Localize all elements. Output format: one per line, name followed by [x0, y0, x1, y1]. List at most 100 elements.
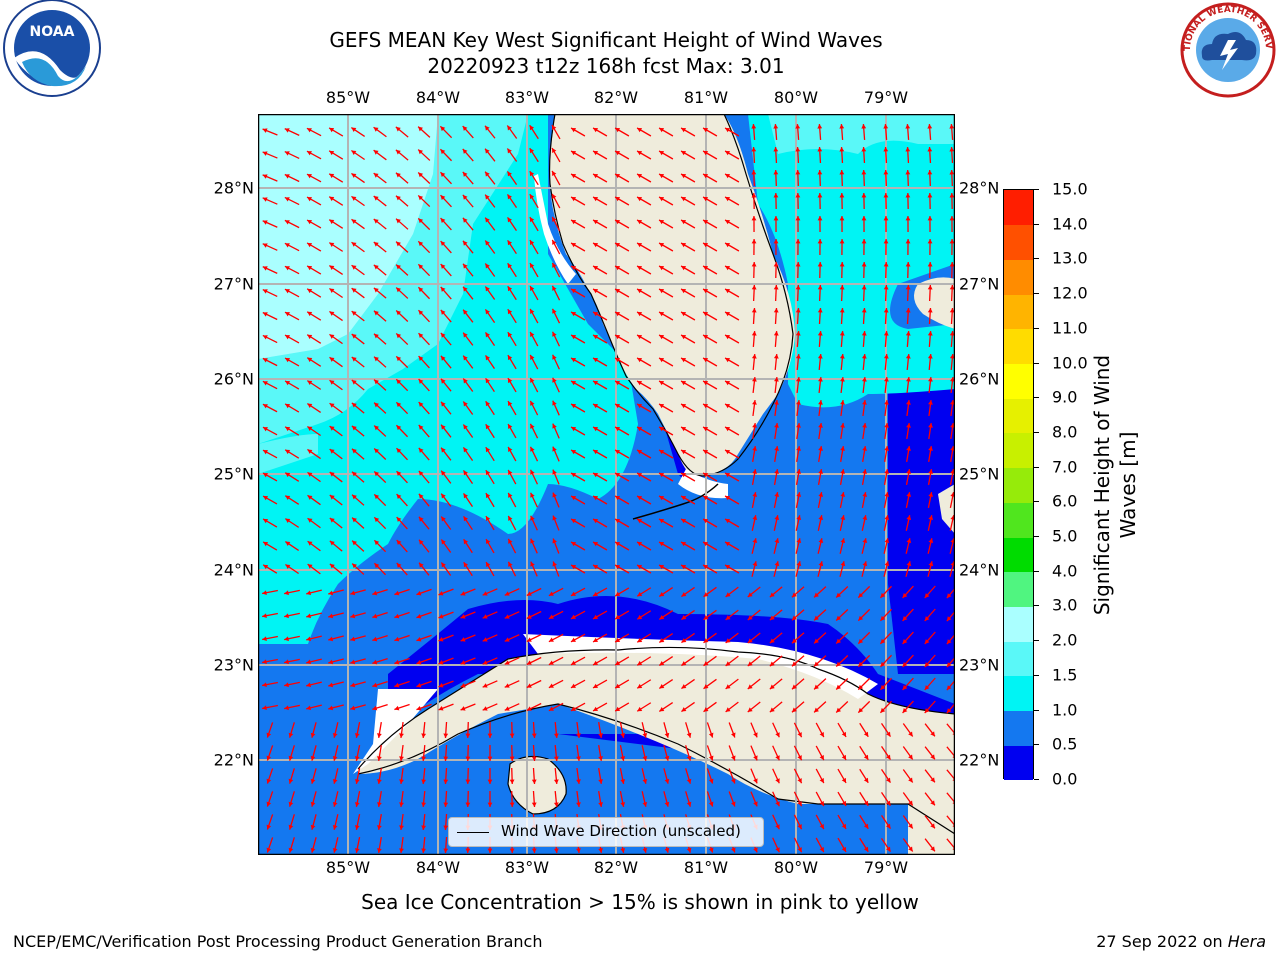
wind-wave-arrow — [817, 515, 824, 531]
wind-wave-arrow — [329, 471, 343, 483]
wind-wave-arrow — [485, 354, 495, 370]
wind-wave-arrow — [396, 562, 408, 576]
wind-wave-arrow — [680, 518, 696, 528]
wind-wave-arrow — [570, 265, 586, 275]
colorbar — [1003, 189, 1034, 781]
wind-wave-arrow — [706, 768, 714, 784]
wind-wave-arrow — [906, 399, 911, 417]
wind-wave-arrow — [751, 123, 757, 141]
wind-wave-arrow — [902, 792, 914, 806]
wind-wave-arrow — [835, 701, 849, 713]
wind-wave-arrow — [905, 330, 911, 348]
wind-wave-arrow — [598, 768, 603, 784]
wind-wave-arrow — [680, 334, 696, 344]
wind-wave-arrow — [350, 589, 366, 596]
wind-wave-arrow — [883, 261, 889, 279]
wind-wave-arrow — [949, 192, 955, 210]
colorbar-tick-label: 15.0 — [1052, 179, 1088, 199]
wind-wave-arrow — [680, 449, 696, 459]
wind-wave-arrow — [530, 538, 538, 554]
bahamas-island — [938, 484, 955, 534]
wind-wave-arrow — [906, 446, 911, 462]
wind-wave-arrow — [793, 837, 803, 853]
wind-wave-arrow — [507, 239, 517, 255]
wind-wave-arrows — [262, 123, 955, 854]
wind-wave-arrow — [351, 517, 365, 529]
wind-wave-arrow — [835, 632, 849, 644]
wind-wave-arrow — [262, 472, 278, 482]
wind-wave-arrow — [724, 288, 740, 298]
colorbar-tick-label: 14.0 — [1052, 214, 1088, 234]
wind-wave-arrow — [266, 791, 274, 807]
wind-wave-arrow — [680, 564, 696, 574]
wind-wave-arrow — [636, 380, 652, 390]
wind-wave-arrow — [484, 148, 496, 162]
wind-wave-arrow — [262, 403, 278, 413]
wind-wave-arrow — [817, 238, 823, 256]
wind-wave-arrow — [396, 539, 408, 553]
wind-wave-arrow — [905, 538, 912, 554]
wind-wave-arrow — [791, 586, 805, 598]
wind-wave-arrow — [328, 150, 344, 160]
colorbar-segment — [1004, 710, 1033, 746]
wind-wave-arrow — [905, 192, 911, 210]
wind-wave-arrow — [614, 587, 630, 597]
wind-wave-arrow — [417, 286, 431, 300]
wind-wave-arrow — [262, 151, 278, 159]
colorbar-segment — [1004, 294, 1033, 330]
wind-wave-arrow — [636, 426, 652, 436]
wind-wave-arrow — [440, 539, 452, 553]
wind-wave-arrow — [373, 562, 387, 576]
wind-wave-arrow — [438, 703, 454, 711]
wind-wave-arrow — [551, 193, 561, 209]
wind-wave-arrow — [592, 472, 608, 482]
wind-wave-arrow — [328, 196, 344, 206]
wind-wave-arrow — [905, 123, 911, 141]
wind-wave-arrow — [750, 768, 758, 784]
wind-wave-arrow — [284, 495, 300, 505]
wind-wave-arrow — [592, 656, 608, 666]
wind-wave-arrow — [772, 745, 780, 761]
wind-wave-arrow — [310, 722, 317, 738]
wind-wave-arrow — [440, 355, 452, 369]
no-data-fringe — [534, 174, 576, 284]
wind-wave-arrow — [861, 515, 868, 531]
wind-wave-arrow — [751, 215, 757, 233]
wind-wave-arrow — [724, 541, 740, 551]
wind-wave-arrow — [883, 561, 890, 577]
wind-wave-arrow — [680, 472, 696, 482]
wind-wave-arrow — [394, 703, 410, 711]
wind-wave-arrow — [373, 425, 387, 437]
wind-wave-arrow — [306, 704, 322, 711]
wind-wave-arrow — [879, 608, 893, 622]
wind-wave-arrow — [751, 353, 757, 371]
wind-wave-arrow — [306, 635, 322, 642]
colorbar-tick-label: 1.5 — [1052, 665, 1078, 685]
wind-wave-arrow — [924, 608, 936, 622]
longitude-tick-label: 85°W — [325, 858, 371, 877]
wind-wave-arrow — [681, 586, 695, 598]
wind-wave-arrow — [905, 307, 911, 325]
wind-wave-arrow — [306, 681, 322, 688]
wind-wave-arrow — [725, 701, 739, 713]
wind-wave-arrow — [396, 470, 408, 484]
wind-wave-arrow — [839, 561, 846, 577]
wind-wave-arrow — [905, 284, 911, 302]
wind-wave-arrow — [857, 654, 871, 668]
wind-wave-arrow — [487, 721, 493, 739]
wind-wave-arrow — [902, 769, 914, 783]
wind-wave-arrow — [462, 424, 474, 438]
wind-wave-arrow — [484, 263, 496, 277]
wind-wave-arrow — [328, 704, 344, 711]
wind-wave-arrow — [443, 836, 449, 854]
wind-wave-arrow — [530, 492, 538, 508]
wind-wave-arrow — [484, 171, 496, 185]
wind-wave-arrow — [680, 288, 696, 298]
wind-wave-arrow — [773, 169, 779, 187]
wind-wave-arrow — [791, 655, 805, 667]
wind-wave-arrow — [750, 745, 758, 761]
wind-wave-arrow — [462, 401, 474, 415]
wind-wave-arrow — [262, 612, 278, 619]
wind-wave-arrow — [484, 217, 496, 231]
wind-wave-arrow — [592, 564, 608, 574]
